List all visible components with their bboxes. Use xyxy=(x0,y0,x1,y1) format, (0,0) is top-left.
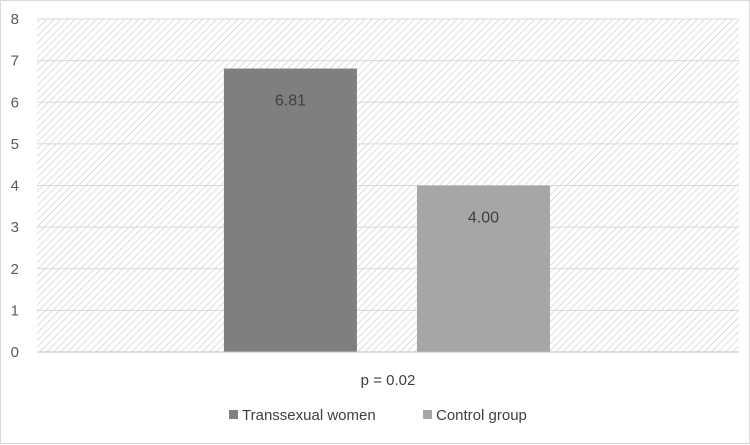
bar-data-label: 4.00 xyxy=(468,210,499,227)
y-tick-label: 3 xyxy=(11,219,19,236)
y-tick-label: 4 xyxy=(11,178,19,195)
y-tick-label: 2 xyxy=(11,261,19,278)
y-axis-tick-labels: 0 1 2 3 4 5 6 7 8 xyxy=(11,11,19,361)
legend-entry-label: Transsexual women xyxy=(242,407,376,424)
legend-swatch xyxy=(229,410,238,419)
legend-swatch xyxy=(423,410,432,419)
y-tick-label: 5 xyxy=(11,136,19,153)
gridlines xyxy=(37,18,739,311)
y-tick-label: 6 xyxy=(11,94,19,111)
bar xyxy=(223,68,357,352)
bar-data-label: 6.81 xyxy=(275,93,306,110)
y-tick-label: 0 xyxy=(11,344,19,361)
x-category-label: p = 0.02 xyxy=(361,372,416,389)
legend-entry-label: Control group xyxy=(436,407,527,424)
y-tick-label: 8 xyxy=(11,11,19,28)
legend: Transsexual women Control group xyxy=(229,407,527,424)
y-tick-label: 1 xyxy=(11,302,19,319)
bars: 6.81 4.00 xyxy=(223,68,550,352)
bar xyxy=(416,185,550,352)
y-tick-label: 7 xyxy=(11,53,19,70)
